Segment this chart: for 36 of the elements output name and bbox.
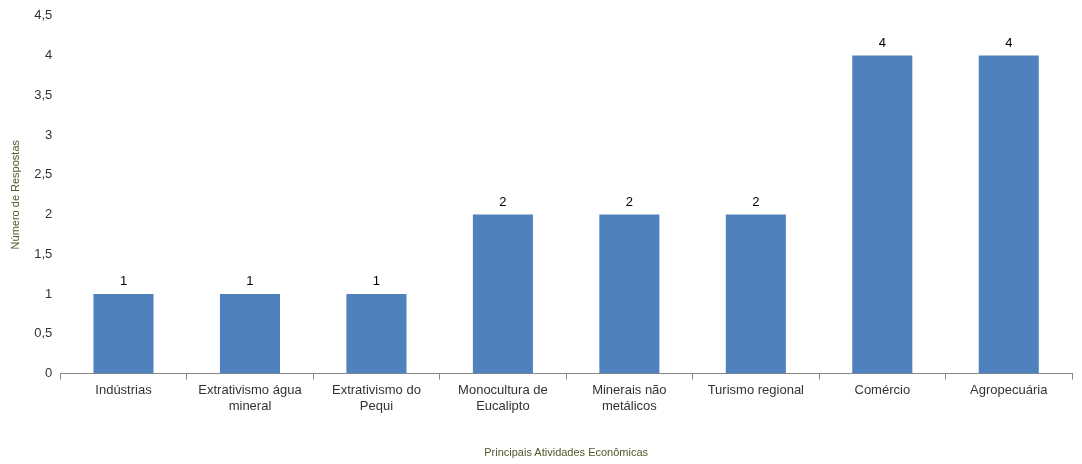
y-tick-label: 4,5 <box>34 7 53 23</box>
x-axis-title: Principais Atividades Econômicas <box>484 446 649 459</box>
data-label: 2 <box>625 193 633 209</box>
bar <box>725 214 786 374</box>
x-tick-label: Extrativismo água mineral <box>198 381 303 413</box>
x-tick-label: Monocultura de Eucalipto <box>458 381 548 413</box>
y-tick-label: 1 <box>45 285 53 301</box>
y-tick-label: 0,5 <box>34 325 53 341</box>
bar <box>599 214 660 374</box>
y-tick-label: 4 <box>45 47 53 63</box>
bar <box>472 214 533 374</box>
data-label: 1 <box>246 273 254 289</box>
x-tick-label: Indústrias <box>95 381 153 397</box>
y-tick-label: 0 <box>45 365 53 381</box>
bar <box>219 294 281 374</box>
bar <box>93 294 154 374</box>
x-tick-label: Extrativismo do Pequi <box>332 381 421 413</box>
data-label: 4 <box>1005 34 1013 50</box>
y-tick-label: 3,5 <box>34 86 53 102</box>
bar <box>978 55 1039 374</box>
data-label: 1 <box>372 273 381 289</box>
y-tick-label: 2 <box>45 206 53 222</box>
x-tick-label: Turismo regional <box>707 381 805 397</box>
x-tick-label: Minerais não metálicos <box>592 381 667 413</box>
data-label: 2 <box>499 193 507 209</box>
x-tick-label: Comércio <box>854 381 911 397</box>
bar <box>346 294 407 374</box>
y-tick-label: 2,5 <box>34 166 53 182</box>
data-label: 4 <box>878 34 886 50</box>
x-tick-label: Agropecuária <box>970 381 1049 397</box>
y-tick-label: 3 <box>45 126 53 142</box>
data-label: 2 <box>752 193 760 209</box>
y-axis-title: Número de Respostas <box>8 139 21 250</box>
bar <box>852 55 913 374</box>
data-label: 1 <box>119 273 128 289</box>
y-tick-label: 1,5 <box>34 245 53 261</box>
